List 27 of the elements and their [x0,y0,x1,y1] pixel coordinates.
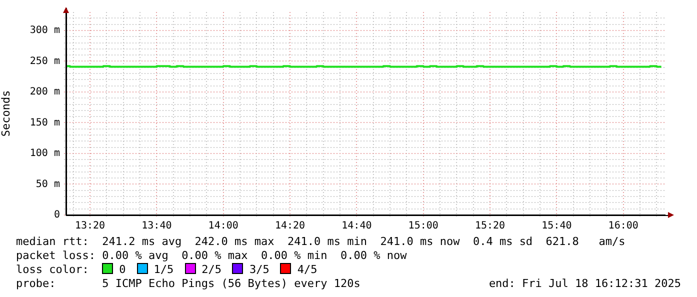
legend-label: 2/5 [200,263,222,276]
x-tick-label: 13:40 [142,220,172,232]
y-tick-label: 300 m [30,25,60,36]
legend-label: 1/5 [152,263,174,276]
text: median rtt: 241.2 ms avg 242.0 ms max 241.0 ms min 241.0 ms now 0.4 ms sd 621.8 am/s [16,235,626,249]
y-tick-label: 0 [54,210,60,221]
text: end: Fri Jul 18 16:12:31 2025 [488,277,681,291]
legend-label: 4/5 [296,263,318,276]
x-tick-label: 15:40 [542,220,572,232]
x-tick-label: 15:00 [408,220,438,232]
legend-label: 0 [118,263,126,276]
y-tick-label: 100 m [30,148,60,160]
legend-label: 3/5 [248,263,270,276]
y-tick-label: 250 m [30,56,60,67]
x-tick-label: 16:00 [608,220,638,232]
x-tick-label: 15:20 [474,220,506,232]
y-axis-title: Seconds [0,90,12,137]
x-tick-label: 14:20 [274,220,306,232]
x-tick-label: 14:00 [208,220,238,232]
y-tick-label: 50 m [36,178,60,190]
y-tick-label: 200 m [30,86,60,98]
text: probe: 5 ICMP Echo Pings (56 Bytes) every 120s [16,277,360,291]
x-tick-label: 13:20 [74,220,106,232]
legend-title: loss color: [16,263,90,276]
y-tick-label: 150 m [30,117,60,128]
x-tick-label: 14:40 [342,220,372,232]
text: packet loss: 0.00 % avg 0.00 % max 0.00 % min 0.00 % now [16,249,407,263]
